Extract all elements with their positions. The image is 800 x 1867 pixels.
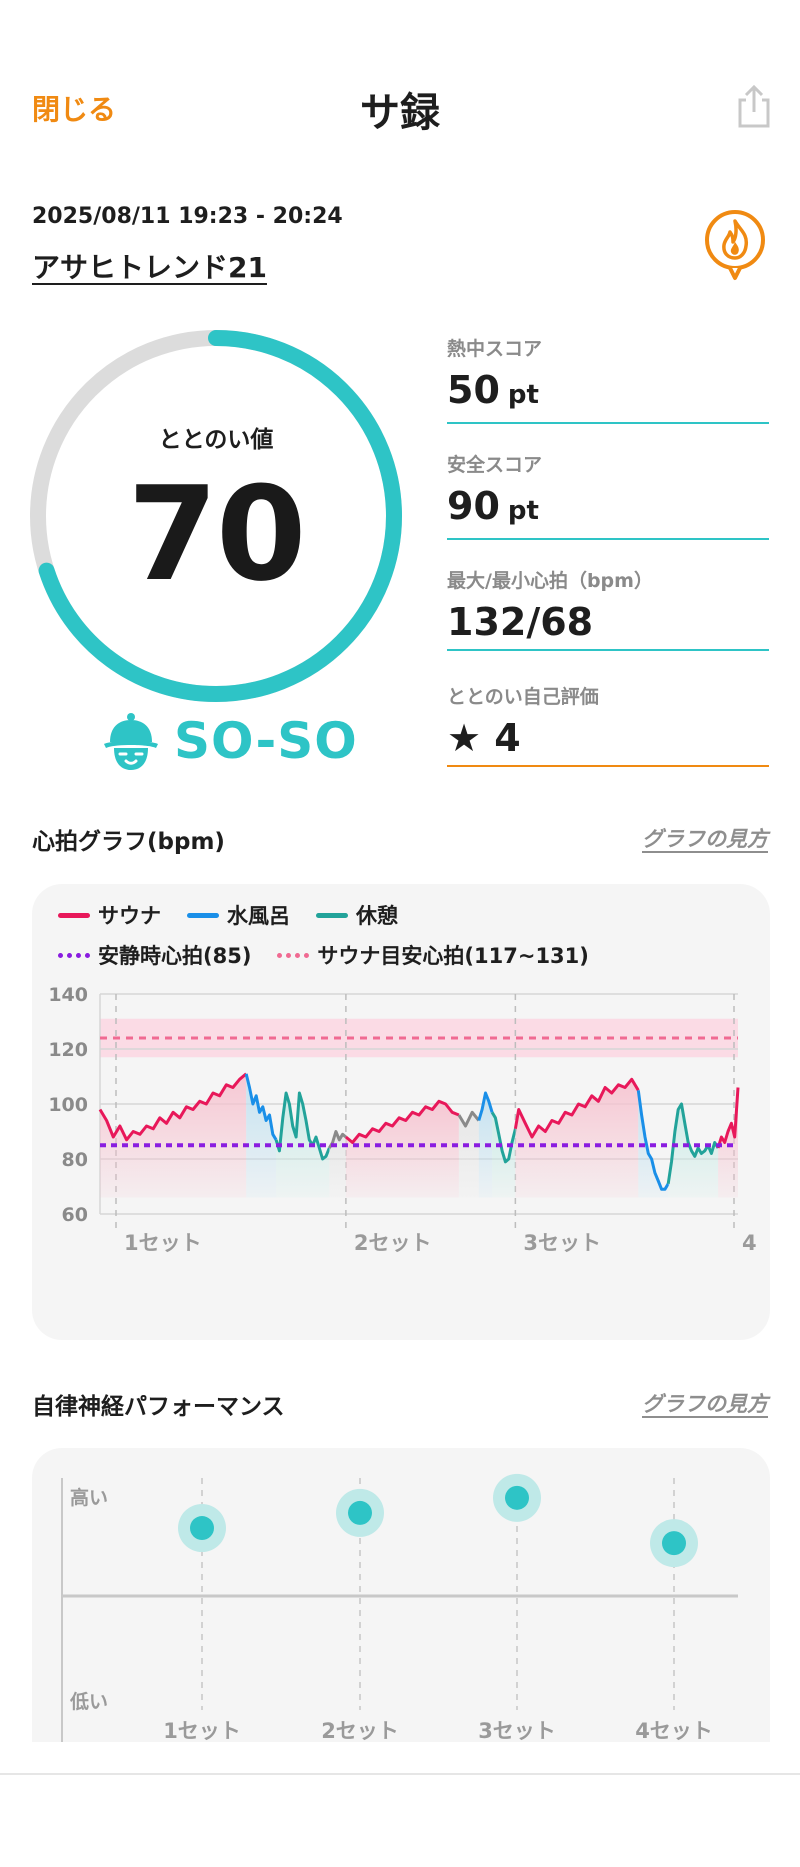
ans-set-label: 1セット bbox=[163, 1719, 241, 1742]
stat-label: ととのい自己評価 bbox=[447, 686, 599, 708]
stat-value: 50 pt bbox=[447, 368, 539, 412]
ans-point[interactable] bbox=[190, 1516, 214, 1541]
y-tick-label: 140 bbox=[48, 984, 88, 1006]
stat-self-rating[interactable]: ととのい自己評価 ★ 4 bbox=[447, 682, 769, 767]
stat-underline bbox=[447, 765, 769, 767]
share-icon bbox=[738, 84, 770, 128]
stat-max-min-hr: 最大/最小心拍（bpm） 132/68 bbox=[447, 566, 769, 651]
hr-legend-phases: サウナ 水風呂 休憩 bbox=[58, 900, 424, 930]
hr-line-transition bbox=[457, 1110, 480, 1128]
fire-icon bbox=[705, 210, 765, 280]
hr-graph-help-link[interactable]: グラフの見方 bbox=[642, 827, 768, 851]
score-value: 70 bbox=[127, 458, 307, 610]
set-label: 1セット bbox=[124, 1231, 202, 1255]
fire-badge-button[interactable] bbox=[700, 206, 770, 286]
hr-graph-card bbox=[32, 884, 770, 1340]
session-time: 2025/08/11 19:23 - 20:24 bbox=[32, 204, 343, 229]
hr-line-cold bbox=[244, 1073, 278, 1141]
hr-area-cold bbox=[638, 1090, 669, 1198]
stat-underline bbox=[447, 422, 769, 424]
close-button[interactable]: 閉じる bbox=[32, 93, 117, 126]
stat-value: 132/68 bbox=[447, 600, 594, 644]
hr-line-sauna bbox=[98, 1072, 248, 1142]
hr-area-rest bbox=[668, 1104, 719, 1198]
hr-area-sauna bbox=[345, 1101, 459, 1198]
hr-line-cold bbox=[636, 1090, 670, 1191]
set-label: 2セット bbox=[354, 1231, 432, 1255]
y-tick-label: 120 bbox=[48, 1039, 88, 1061]
facility-link[interactable]: アサヒトレンド21 bbox=[32, 251, 267, 284]
ans-help-link[interactable]: グラフの見方 bbox=[642, 1392, 768, 1416]
hr-line-sauna bbox=[513, 1077, 640, 1139]
set-label: 4 bbox=[742, 1231, 757, 1255]
hr-line-sauna bbox=[344, 1099, 460, 1144]
ans-set-label: 4セット bbox=[635, 1719, 713, 1742]
bottom-divider bbox=[0, 1773, 800, 1775]
stat-underline bbox=[447, 649, 769, 651]
stat-label: 熱中スコア bbox=[447, 338, 543, 360]
stat-safety-score: 安全スコア 90 pt bbox=[447, 450, 769, 540]
score-label: ととのい値 bbox=[158, 427, 274, 453]
legend-sauna: サウナ bbox=[58, 900, 161, 930]
ans-point[interactable] bbox=[348, 1500, 372, 1525]
hr-line-rest bbox=[666, 1102, 720, 1185]
legend-rest: 休憩 bbox=[316, 900, 398, 930]
hr-area-sauna bbox=[100, 1073, 247, 1198]
y-tick-label: 80 bbox=[62, 1149, 88, 1171]
hr-line-sauna bbox=[716, 1087, 740, 1149]
hr-line-rest bbox=[274, 1091, 331, 1161]
legend-resting-hr: 安静時心拍(85) bbox=[58, 940, 251, 970]
sauna-hat-face-icon bbox=[102, 712, 160, 774]
legend-target-hr: サウナ目安心拍(117~131) bbox=[277, 940, 589, 970]
hr-graph-title: 心拍グラフ(bpm) bbox=[32, 829, 225, 855]
share-button[interactable] bbox=[734, 84, 774, 130]
hr-legend-lines: 安静時心拍(85) サウナ目安心拍(117~131) bbox=[58, 940, 615, 970]
score-ring-progress bbox=[30, 330, 402, 702]
ans-title: 自律神経パフォーマンス bbox=[32, 1394, 285, 1420]
stat-value: 90 pt bbox=[447, 484, 539, 528]
ans-point[interactable] bbox=[662, 1531, 686, 1556]
legend-cold-bath: 水風呂 bbox=[187, 900, 290, 930]
stat-label: 安全スコア bbox=[447, 454, 543, 476]
hr-line-cold bbox=[477, 1091, 494, 1121]
stat-label: 最大/最小心拍（bpm） bbox=[447, 570, 653, 592]
hr-area-sauna bbox=[515, 1079, 639, 1198]
ans-point[interactable] bbox=[505, 1485, 529, 1510]
stat-underline bbox=[447, 538, 769, 540]
hr-area-sauna bbox=[718, 1087, 738, 1198]
set-label: 3セット bbox=[523, 1231, 601, 1255]
stat-value: ★ 4 bbox=[447, 716, 521, 760]
hr-chart: 60 80 100 120 140 1セット 2セット 3セット 4 bbox=[48, 984, 757, 1255]
y-tick-label: 60 bbox=[62, 1204, 88, 1226]
mood-status: SO-SO bbox=[174, 712, 358, 770]
score-ring bbox=[30, 330, 402, 702]
y-tick-label: 100 bbox=[48, 1094, 88, 1116]
stat-heat-score: 熱中スコア 50 pt bbox=[447, 334, 769, 424]
ans-set-label: 2セット bbox=[321, 1719, 399, 1742]
ans-low-label: 低い bbox=[69, 1690, 108, 1713]
hr-area-transition bbox=[329, 1131, 346, 1198]
page-title: サ録 bbox=[360, 90, 440, 136]
ans-set-label: 3セット bbox=[478, 1719, 556, 1742]
ans-high-label: 高い bbox=[70, 1486, 108, 1509]
hr-area-transition bbox=[458, 1112, 479, 1198]
